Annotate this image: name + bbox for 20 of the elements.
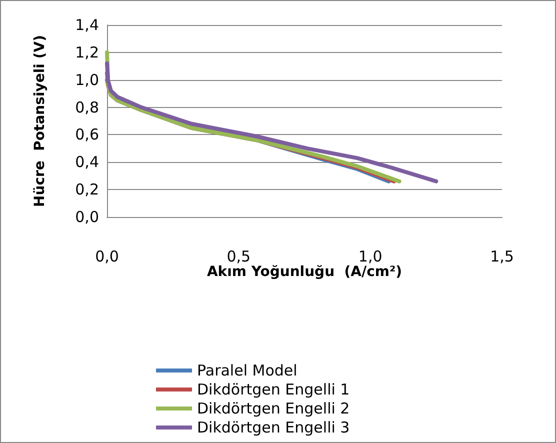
x-tick-label: 1,0 <box>358 248 382 266</box>
y-tick-label: 0,8 <box>75 98 99 116</box>
y-tick-label: 0,0 <box>75 208 99 226</box>
x-tick-label: 1,5 <box>490 248 514 266</box>
y-tick-label: 0,4 <box>75 153 99 172</box>
y-tick-label: 1,0 <box>75 70 99 89</box>
y-tick-label: 1,4 <box>75 16 99 34</box>
legend-label: Dikdörtgen Engelli 3 <box>197 418 350 436</box>
x-tick-label: 0,5 <box>226 248 251 266</box>
x-axis-title: Akım Yoğunluğu (A/cm²) <box>206 264 402 280</box>
legend-label: Paralel Model <box>197 362 298 380</box>
x-tick-label: 0,0 <box>95 248 119 266</box>
line-series <box>105 50 402 184</box>
y-tick-label: 0,6 <box>75 126 99 144</box>
y-tick-label: 0,2 <box>75 180 99 199</box>
line-series <box>105 61 438 184</box>
legend-label: Dikdörtgen Engelli 2 <box>197 400 350 418</box>
y-tick-label: 1,2 <box>75 43 99 62</box>
y-axis-title: Hücre Potansiyeli (V) <box>32 35 48 207</box>
legend-label: Dikdörtgen Engelli 1 <box>197 380 350 398</box>
